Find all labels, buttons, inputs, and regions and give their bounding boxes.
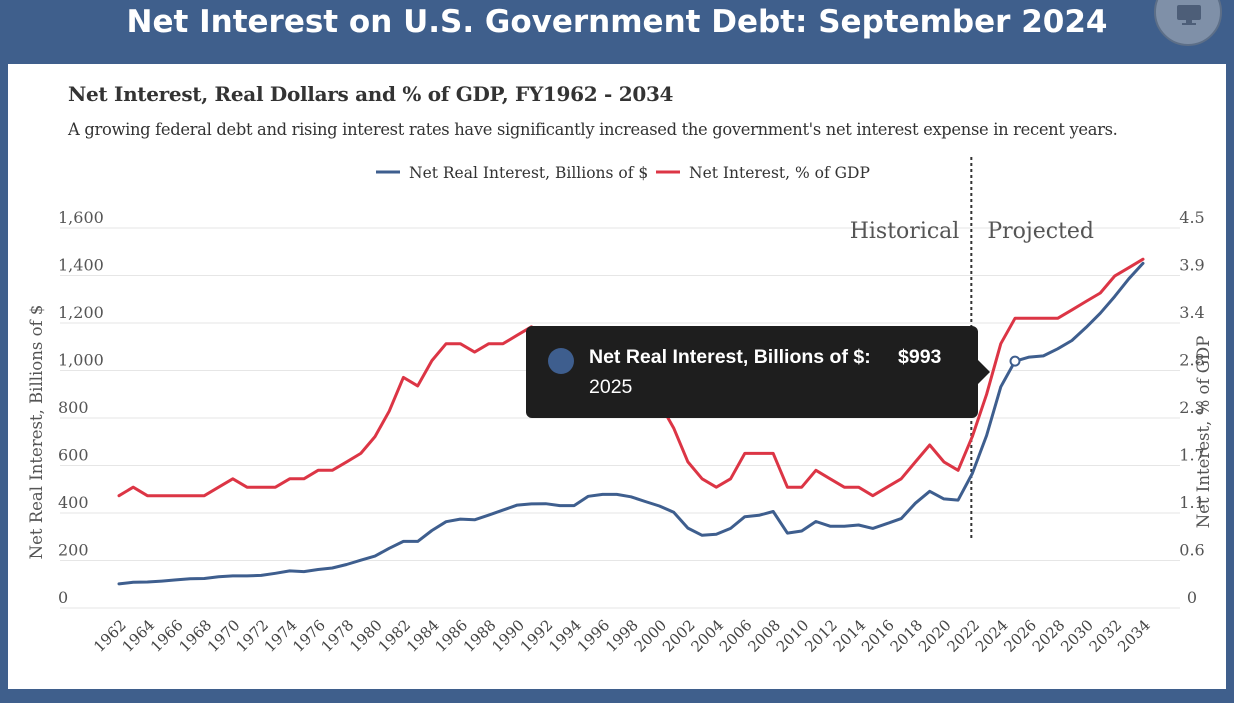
x-tick-label: 2016 (858, 616, 898, 656)
y-right-tick-label: 3.4 (1179, 303, 1204, 322)
x-tick-label: 1964 (119, 616, 159, 656)
historical-label: Historical (850, 219, 960, 244)
x-tick-label: 1976 (289, 616, 329, 656)
legend-label: Net Real Interest, Billions of $ (409, 164, 648, 182)
y-left-tick-label: 800 (58, 398, 89, 417)
x-tick-label: 2030 (1057, 616, 1097, 656)
x-tick-label: 2010 (773, 616, 813, 656)
x-tick-label: 1998 (602, 616, 642, 656)
x-tick-label: 1990 (488, 616, 528, 656)
x-tick-label: 2006 (716, 616, 756, 656)
tooltip-year: 2025 (589, 376, 633, 398)
x-tick-label: 1992 (517, 616, 557, 656)
highlight-point (1009, 355, 1021, 367)
y-left-tick-label: 1,000 (58, 351, 104, 370)
y-right-axis-title: Net Interest, % of GDP (1194, 336, 1213, 529)
x-tick-label: 2008 (744, 616, 784, 656)
x-tick-label: 1968 (175, 616, 215, 656)
x-tick-label: 2004 (687, 616, 727, 656)
x-tick-label: 2000 (631, 616, 671, 656)
x-tick-label: 1996 (574, 616, 614, 656)
x-tick-label: 1988 (460, 616, 500, 656)
x-tick-label: 1966 (147, 616, 187, 656)
page-header: Net Interest on U.S. Government Debt: Se… (0, 0, 1234, 64)
x-tick-label: 2026 (1000, 616, 1040, 656)
x-tick-label: 1986 (431, 616, 471, 656)
y-right-tick-label: 0 (1187, 588, 1197, 607)
y-right-tick-label: 1.1 (1179, 493, 1204, 512)
y-left-tick-label: 1,600 (58, 208, 104, 227)
x-tick-label: 2032 (1086, 616, 1126, 656)
y-left-tick-label: 400 (58, 493, 89, 512)
x-tick-label: 1980 (346, 616, 386, 656)
x-tick-label: 2022 (943, 616, 983, 656)
x-tick-label: 1978 (318, 616, 358, 656)
x-tick-label: 1972 (232, 616, 272, 656)
x-tick-label: 1982 (375, 616, 415, 656)
chart-title: Net Interest, Real Dollars and % of GDP,… (68, 82, 674, 106)
y-left-tick-label: 1,200 (58, 303, 104, 322)
y-right-tick-label: 2.8 (1179, 351, 1204, 370)
y-left-tick-label: 0 (58, 588, 68, 607)
x-tick-label: 2018 (887, 616, 927, 656)
x-tick-label: 1984 (403, 616, 443, 656)
legend-label: Net Interest, % of GDP (689, 164, 870, 182)
projected-label: Projected (987, 219, 1094, 244)
series-line-real-interest (117, 261, 1145, 586)
x-tick-label: 2002 (659, 616, 699, 656)
x-tick-label: 1970 (204, 616, 244, 656)
y-right-tick-label: 4.5 (1179, 208, 1204, 227)
chart-tooltip: Net Real Interest, Billions of $: $993 2… (526, 326, 990, 418)
y-left-tick-label: 600 (58, 446, 89, 465)
tooltip-pointer (978, 360, 990, 384)
x-tick-label: 1994 (545, 616, 585, 656)
x-tick-label: 2034 (1114, 616, 1154, 656)
y-left-axis-title: Net Real Interest, Billions of $ (27, 305, 46, 560)
page-title: Net Interest on U.S. Government Debt: Se… (126, 4, 1108, 40)
y-left-tick-label: 200 (58, 541, 89, 560)
y-right-tick-label: 2.3 (1179, 398, 1204, 417)
x-tick-label: 2028 (1029, 616, 1069, 656)
y-right-tick-label: 1.7 (1179, 446, 1204, 465)
y-right-tick-label: 0.6 (1179, 541, 1204, 560)
tooltip-value: $993 (898, 346, 942, 368)
x-tick-label: 2020 (915, 616, 955, 656)
x-tick-label: 2012 (801, 616, 841, 656)
y-left-tick-label: 1,400 (58, 256, 104, 275)
tooltip-series-name: Net Real Interest, Billions of $: (589, 346, 871, 368)
x-tick-label: 2024 (972, 616, 1012, 656)
x-tick-label: 1974 (261, 616, 301, 656)
tooltip-series-marker (548, 348, 574, 374)
chart-subtitle: A growing federal debt and rising intere… (68, 120, 1118, 139)
y-right-tick-label: 3.9 (1179, 256, 1204, 275)
x-tick-label: 1962 (90, 616, 130, 656)
monitor-icon (1177, 5, 1201, 25)
x-tick-label: 2014 (830, 616, 870, 656)
